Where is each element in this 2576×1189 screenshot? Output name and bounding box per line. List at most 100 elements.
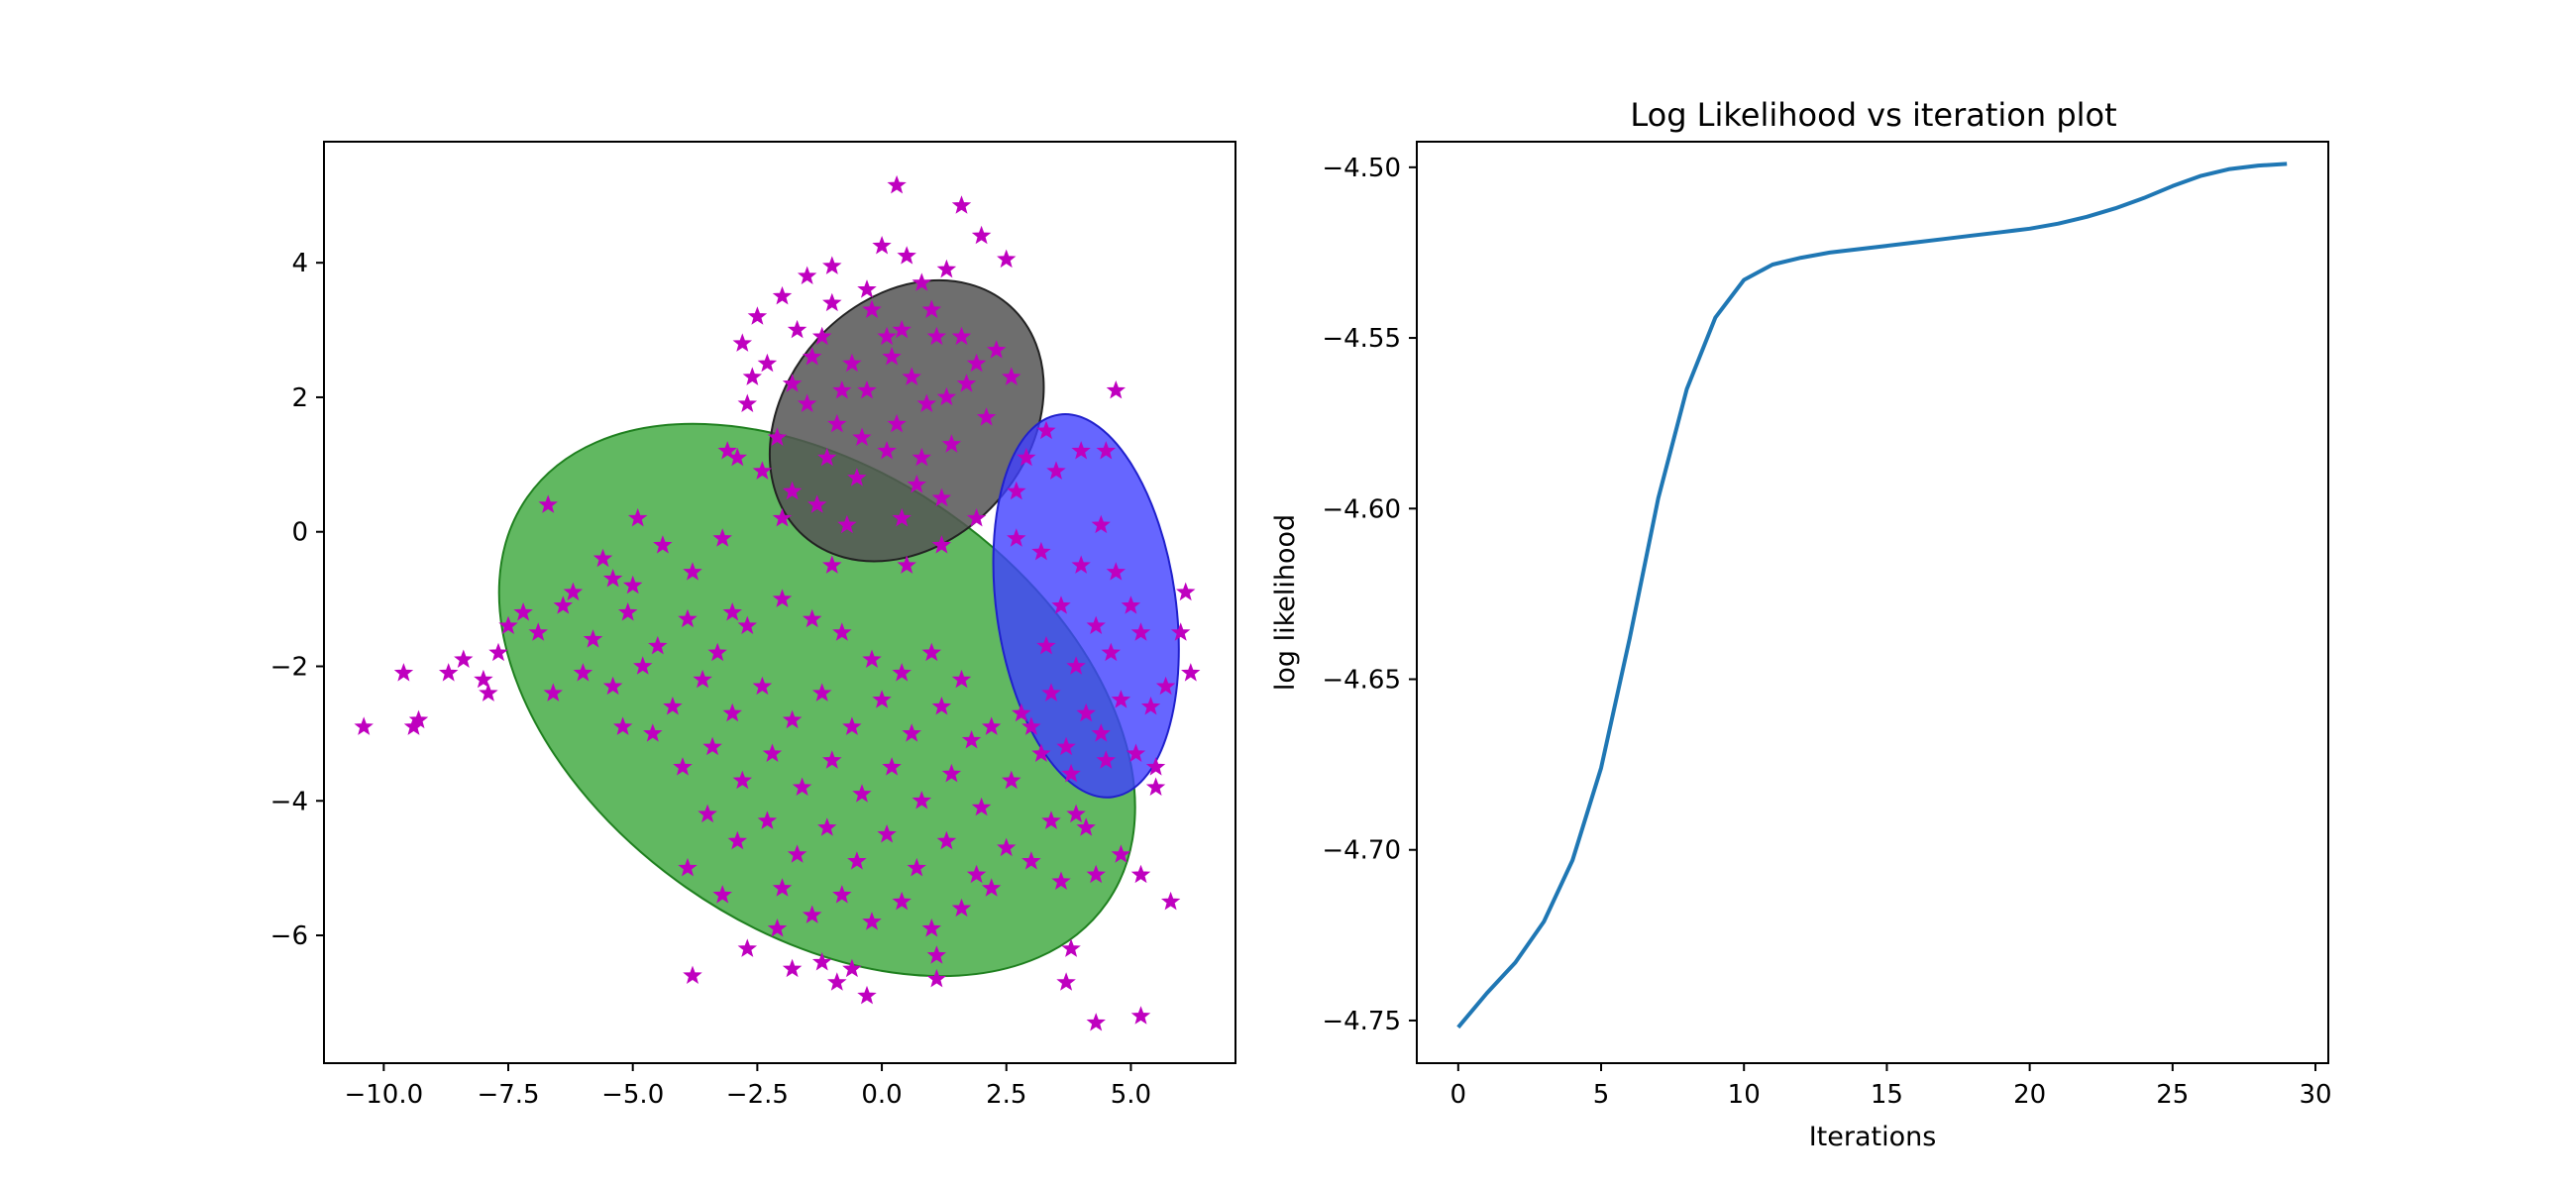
scatter-point: [627, 507, 648, 527]
scatter-point: [902, 723, 921, 742]
scatter-point: [872, 690, 892, 708]
scatter-point: [648, 635, 668, 655]
scatter-point: [811, 951, 832, 971]
scatter-point: [732, 333, 753, 352]
scatter-point: [862, 649, 882, 668]
x-tick-label: 30: [2299, 1080, 2331, 1110]
scatter-point: [617, 601, 638, 621]
scatter-point: [976, 407, 997, 426]
scatter-point: [817, 817, 837, 836]
scatter-point: [1076, 703, 1096, 722]
scatter-point: [722, 601, 742, 621]
scatter-point: [474, 669, 493, 689]
y-tick-label: −4.55: [1322, 324, 1401, 354]
scatter-point: [872, 235, 892, 255]
scatter-point: [847, 851, 867, 870]
scatter-point: [488, 642, 508, 662]
y-tick-label: −4.70: [1322, 836, 1401, 866]
scatter-point: [822, 555, 842, 574]
scatter-point: [782, 481, 803, 500]
scatter-point: [683, 562, 702, 581]
scatter-point: [737, 393, 758, 412]
scatter-point: [742, 367, 763, 385]
scatter-point: [752, 461, 773, 480]
x-tick-label: 20: [2013, 1080, 2046, 1110]
scatter-point: [1101, 642, 1122, 662]
scatter-point: [1145, 757, 1166, 776]
scatter-point: [912, 447, 932, 467]
scatter-point: [678, 608, 698, 628]
scatter-point: [966, 507, 987, 527]
scatter-point: [772, 878, 793, 897]
scatter-point: [1086, 615, 1106, 634]
scatter-point: [892, 663, 912, 682]
scatter-point: [926, 968, 947, 988]
scatter-point: [822, 292, 842, 312]
scatter-point: [1076, 817, 1096, 836]
scatter-point: [1031, 743, 1051, 762]
scatter-point: [1130, 1006, 1151, 1025]
scatter-point: [921, 918, 942, 937]
scatter-point: [1031, 541, 1051, 561]
scatter-point: [1056, 736, 1076, 756]
scatter-point: [862, 912, 882, 930]
scatter-point: [752, 676, 773, 696]
scatter-point: [707, 642, 727, 662]
scatter-point: [997, 249, 1017, 269]
scatter-point: [862, 299, 882, 318]
y-tick-label: 0: [291, 518, 308, 548]
scatter-point: [678, 857, 698, 877]
scatter-point: [1021, 716, 1041, 735]
x-tick-label: 2.5: [986, 1080, 1026, 1110]
scatter-point: [877, 326, 897, 346]
scatter-point: [782, 958, 803, 978]
scatter-point: [1096, 750, 1117, 769]
scatter-point: [912, 791, 932, 810]
scatter-point: [966, 864, 987, 884]
scatter-point: [498, 615, 518, 634]
x-tick-label: 5.0: [1111, 1080, 1151, 1110]
scatter-point: [1036, 635, 1056, 655]
scatter-point: [772, 507, 793, 527]
scatter-point: [712, 885, 732, 904]
log-likelihood-plot-panel: Log Likelihood vs iteration plot 0 5 10 15 2…: [1270, 96, 2332, 1152]
scatter-point: [887, 413, 907, 433]
scatter-point: [1130, 622, 1151, 641]
scatter-point: [981, 878, 1002, 897]
scatter-point: [936, 259, 957, 278]
scatter-point: [479, 683, 498, 702]
scatter-point: [553, 595, 574, 614]
scatter-point: [931, 696, 952, 715]
scatter-point: [852, 427, 872, 447]
scatter-point: [1012, 703, 1031, 722]
scatter-point: [772, 285, 793, 305]
scatter-point: [712, 528, 732, 547]
scatter-point: [403, 716, 424, 735]
x-tick-label: −7.5: [477, 1080, 539, 1110]
scatter-point: [1036, 420, 1056, 440]
scatter-point: [832, 379, 852, 399]
y-tick-label: −2: [270, 652, 308, 682]
scatter-point: [1071, 441, 1091, 460]
scatter-point: [643, 723, 663, 742]
scatter-point: [981, 716, 1002, 735]
scatter-point: [1002, 367, 1021, 385]
scatter-point: [757, 353, 778, 373]
scatter-point: [842, 353, 862, 373]
scatter-point: [538, 494, 558, 513]
scatter-point: [811, 326, 832, 346]
scatter-point: [857, 985, 877, 1005]
y-tick-label: −4.65: [1322, 666, 1401, 696]
scatter-point: [787, 844, 807, 863]
scatter-point: [1175, 582, 1196, 601]
scatter-point: [1170, 622, 1191, 641]
scatter-point: [1111, 844, 1131, 863]
line-y-axis-label: log likelihood: [1270, 514, 1301, 691]
scatter-point: [1126, 743, 1146, 763]
scatter-point: [951, 898, 972, 918]
scatter-point: [941, 763, 962, 783]
scatter-plot-panel: −10.0 −7.5 −5.0 −2.5 0.0 2.5 5.0 −6 −4 −2 0 2 4: [270, 141, 1236, 1110]
scatter-point: [857, 379, 877, 399]
x-tick-label: −10.0: [344, 1080, 423, 1110]
